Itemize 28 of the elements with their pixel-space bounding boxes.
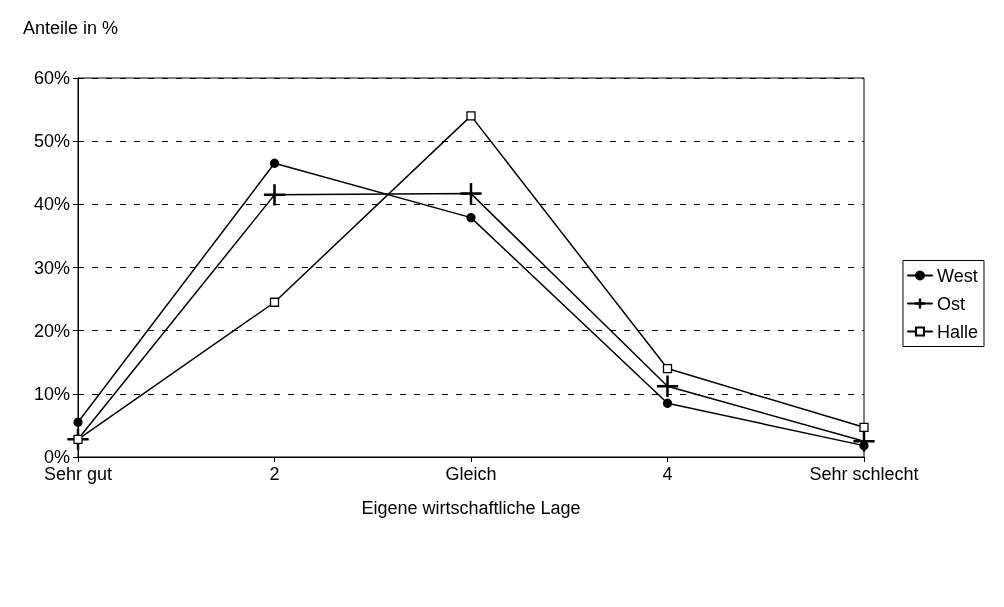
x-axis-title: Eigene wirtschaftliche Lage: [361, 498, 581, 518]
point: [269, 297, 280, 307]
x-tick-label: Gleich: [445, 464, 497, 484]
point: [263, 184, 286, 206]
point: [662, 398, 673, 408]
point: [662, 363, 673, 374]
y-tick-label: 50%: [33, 131, 70, 152]
point: [269, 158, 280, 168]
y-tick-label: 30%: [33, 257, 70, 278]
point: [466, 111, 476, 121]
y-tick-label: 60%: [33, 68, 70, 88]
x-tick-label: 4: [662, 464, 673, 484]
legend-label: Ost: [936, 293, 965, 314]
point: [656, 375, 679, 397]
x-tick-label: Sehr gut: [43, 464, 113, 484]
legend-label: West: [936, 265, 978, 286]
point: [73, 417, 83, 427]
x-tick-label: Sehr schlecht: [809, 464, 919, 484]
legend-label: Halle: [936, 321, 979, 342]
y-tick-label: 0%: [43, 447, 70, 467]
y-tick-label: 20%: [33, 320, 70, 341]
point: [859, 422, 869, 432]
y-axis-title: Anteile in %: [23, 18, 119, 38]
point: [460, 182, 482, 205]
y-tick-label: 10%: [33, 383, 70, 404]
point: [466, 212, 476, 223]
y-tick-label: 40%: [33, 194, 70, 215]
x-tick-label: 2: [269, 464, 280, 484]
